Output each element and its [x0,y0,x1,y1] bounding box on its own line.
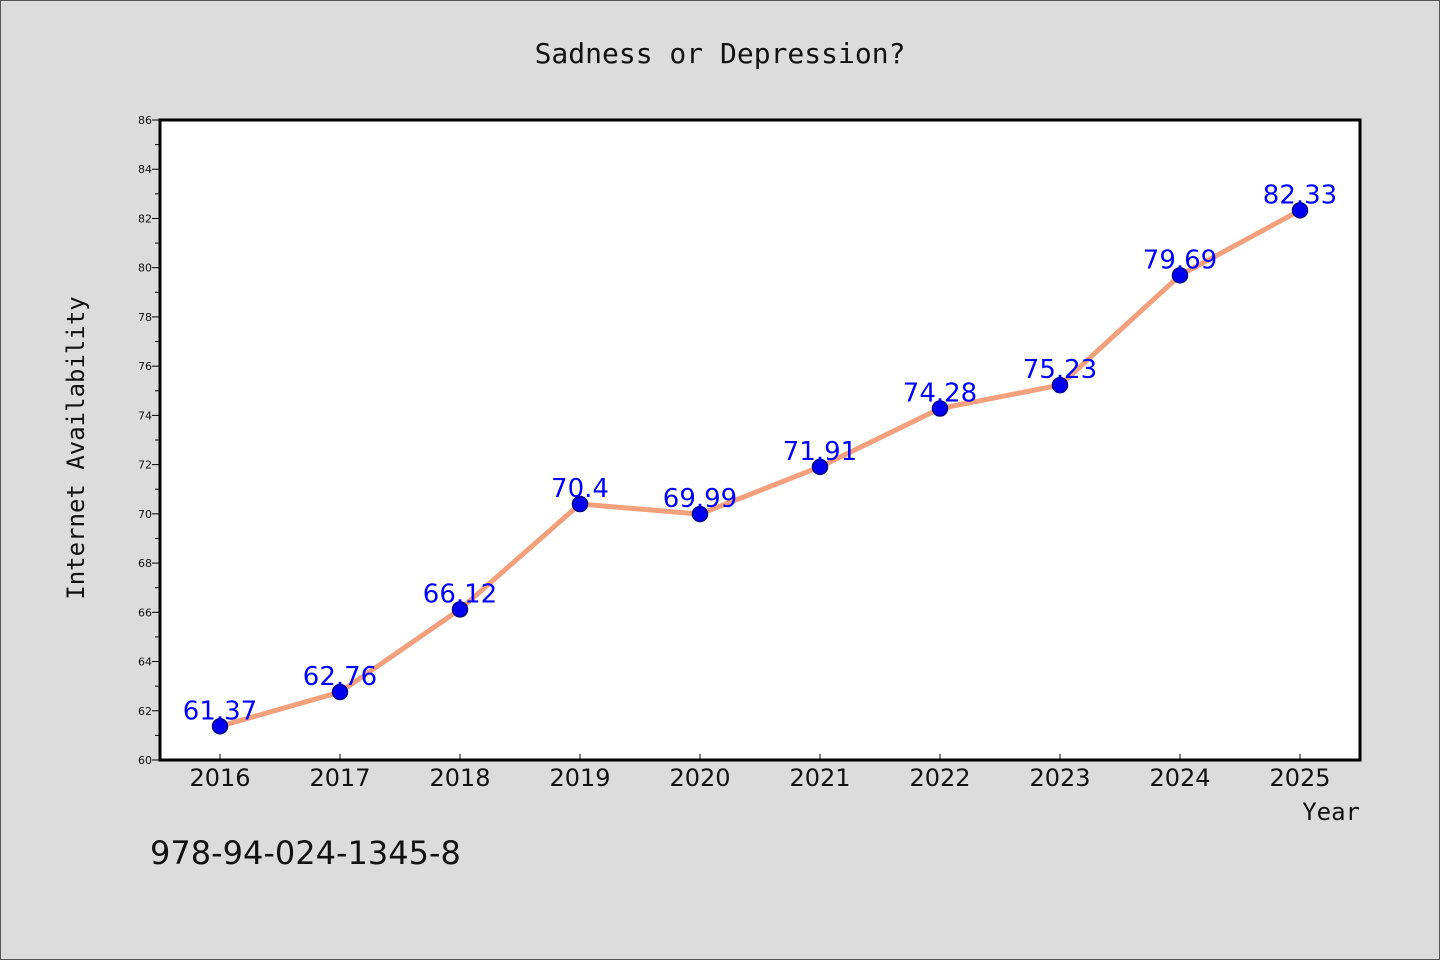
y-tick-label: 76 [138,360,152,373]
y-tick-label: 74 [138,409,152,422]
y-tick-label: 80 [138,262,152,275]
data-label: 74.28 [903,378,977,408]
data-point-marker [1051,376,1069,394]
x-tick-label: 2022 [909,764,970,792]
x-tick-label: 2016 [189,764,250,792]
data-point-marker [811,458,829,476]
data-point-marker [451,601,469,618]
plot-area [160,120,1360,760]
x-tick-label: 2019 [549,764,610,792]
isbn-text: 978-94-024-1345-8 [150,834,461,872]
y-tick-label: 70 [138,508,152,521]
x-tick-label: 2018 [429,764,490,792]
x-tick-label: 2024 [1149,764,1210,792]
data-label: 61.37 [183,696,257,726]
data-point-marker [331,683,349,701]
data-point-marker [571,495,589,513]
data-point-marker [1291,202,1309,219]
data-point-marker [931,400,949,417]
y-tick-label: 82 [138,212,152,225]
x-tick-label: 2020 [669,764,730,792]
y-tick-label: 86 [138,114,152,127]
x-tick-label: 2025 [1269,764,1330,792]
data-label: 69.99 [663,484,737,514]
x-axis-label: Year [1302,798,1360,826]
x-axis: 2016 2017 2018 2019 2020 2021 2022 2023 2024 2025 [189,754,1331,792]
marker-group [211,202,1309,735]
series-line [217,207,1303,729]
y-tick-label: 64 [138,656,152,669]
data-label: 66.12 [423,579,497,609]
y-tick-label: 62 [138,705,152,718]
data-label-group: 61.37 62.76 66.12 70.4 69.99 71.91 74.28 75.23 7… [183,180,1337,726]
plot-frame [158,118,1362,762]
x-tick-label: 2021 [789,764,850,792]
y-tick-label: 84 [138,163,152,176]
x-tick-label: 2017 [309,764,370,792]
data-label: 70.4 [551,474,609,504]
data-label: 82.33 [1263,180,1337,210]
y-tick-label: 78 [138,311,152,324]
data-label: 79.69 [1143,245,1217,275]
y-tick-label: 60 [138,754,152,767]
data-label: 75.23 [1023,355,1097,385]
data-point-marker [1171,267,1189,284]
data-label: 71.91 [783,437,857,467]
chart-title: Sadness or Depression? [535,37,906,70]
y-tick-label: 72 [138,459,152,472]
y-tick-label: 68 [138,557,152,570]
series-line-group [217,207,1303,729]
y-axis-label: Internet Availability [62,296,90,599]
data-point-marker [211,718,229,735]
data-point-marker [691,505,709,523]
y-tick-label: 66 [138,606,152,619]
data-label: 62.76 [303,662,377,692]
x-tick-label: 2023 [1029,764,1090,792]
